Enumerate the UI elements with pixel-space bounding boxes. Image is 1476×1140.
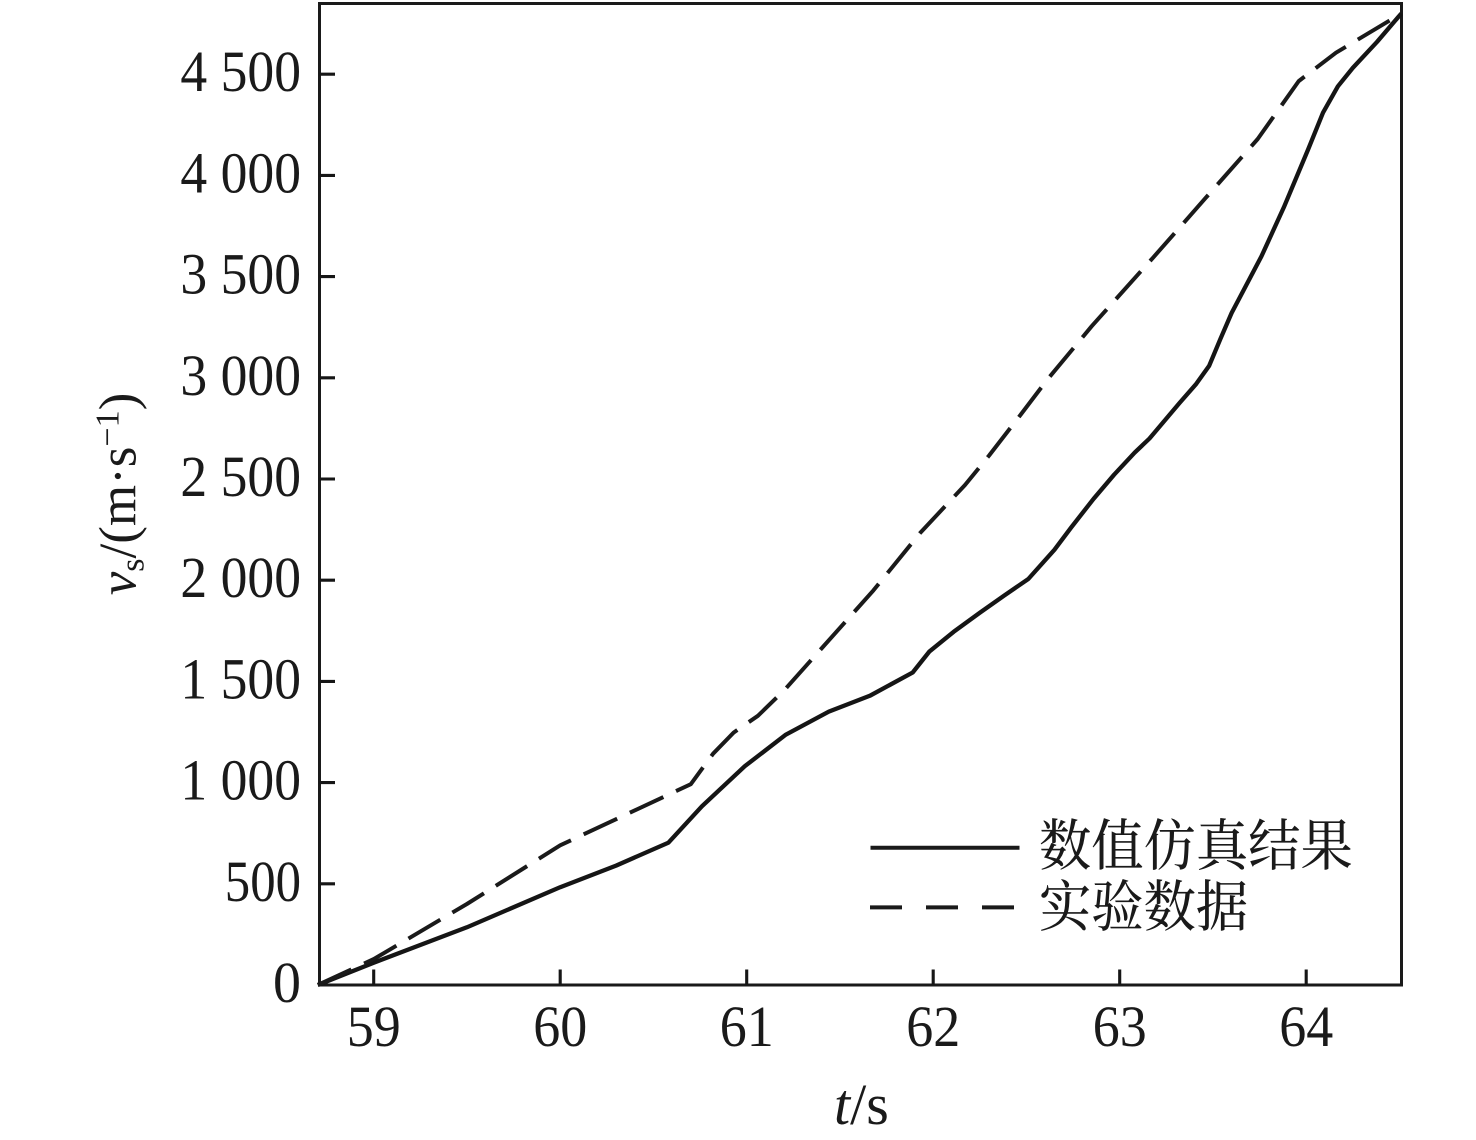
svg-text:63: 63: [1093, 994, 1147, 1059]
svg-text:0: 0: [273, 950, 301, 1015]
svg-text:vs/(m·s−1): vs/(m·s−1): [90, 393, 152, 595]
svg-text:2 500: 2 500: [180, 444, 301, 509]
svg-text:500: 500: [225, 849, 301, 914]
svg-text:59: 59: [347, 994, 401, 1059]
svg-text:1 000: 1 000: [180, 748, 301, 813]
svg-text:2 000: 2 000: [180, 545, 301, 610]
svg-text:62: 62: [906, 994, 960, 1059]
svg-text:1 500: 1 500: [180, 646, 301, 711]
svg-text:64: 64: [1279, 994, 1333, 1059]
svg-text:60: 60: [533, 994, 587, 1059]
svg-text:4 000: 4 000: [180, 140, 301, 205]
svg-text:3 000: 3 000: [180, 343, 301, 408]
svg-text:t/s: t/s: [834, 1072, 889, 1137]
svg-text:3 500: 3 500: [180, 242, 301, 307]
svg-text:61: 61: [720, 994, 774, 1059]
svg-text:4 500: 4 500: [180, 39, 301, 104]
